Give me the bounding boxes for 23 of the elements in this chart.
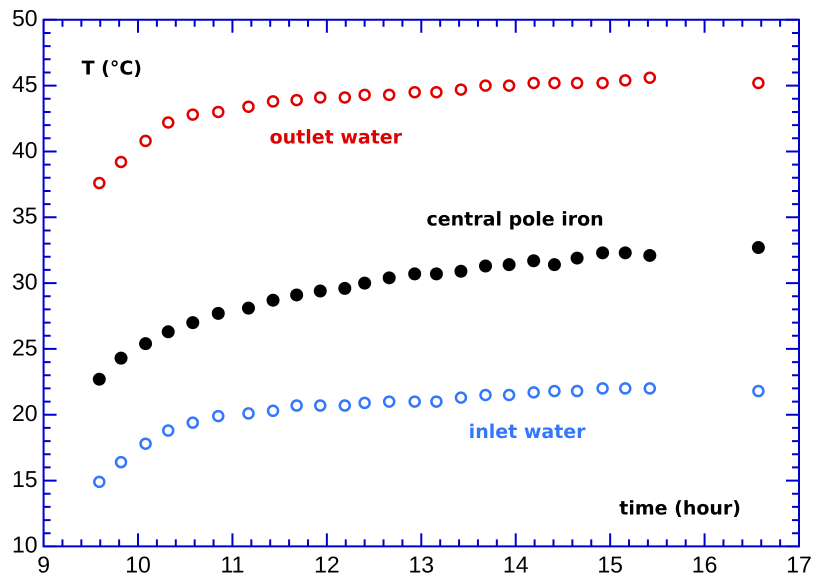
x-tick-label: 12: [314, 552, 340, 578]
x-tick-label: 16: [692, 552, 718, 578]
y-tick-label: 40: [12, 136, 38, 163]
series-label: inlet water: [468, 420, 586, 443]
x-tick-label: 9: [37, 552, 50, 578]
x-tick-label: 11: [220, 552, 244, 578]
y-axis-title: T (°C): [82, 58, 142, 80]
x-tick-label: 15: [597, 552, 623, 578]
y-tick-label: 20: [12, 400, 38, 426]
y-tick-label: 15: [12, 466, 38, 492]
x-tick-label: 13: [408, 552, 434, 578]
y-tick-label: 50: [12, 5, 38, 32]
y-tick-label: 45: [12, 70, 38, 97]
x-tick-label: 14: [502, 552, 529, 578]
x-tick-label: 10: [125, 552, 151, 578]
y-tick-label: 35: [12, 202, 38, 229]
x-tick-label: 17: [786, 552, 812, 578]
series-label: outlet water: [270, 126, 403, 148]
y-tick-label: 10: [12, 532, 38, 558]
x-axis-title: time (hour): [619, 497, 741, 520]
y-tick-label: 25: [12, 334, 38, 360]
series-label: central pole iron: [426, 208, 604, 231]
y-tick-label: 30: [12, 268, 38, 294]
